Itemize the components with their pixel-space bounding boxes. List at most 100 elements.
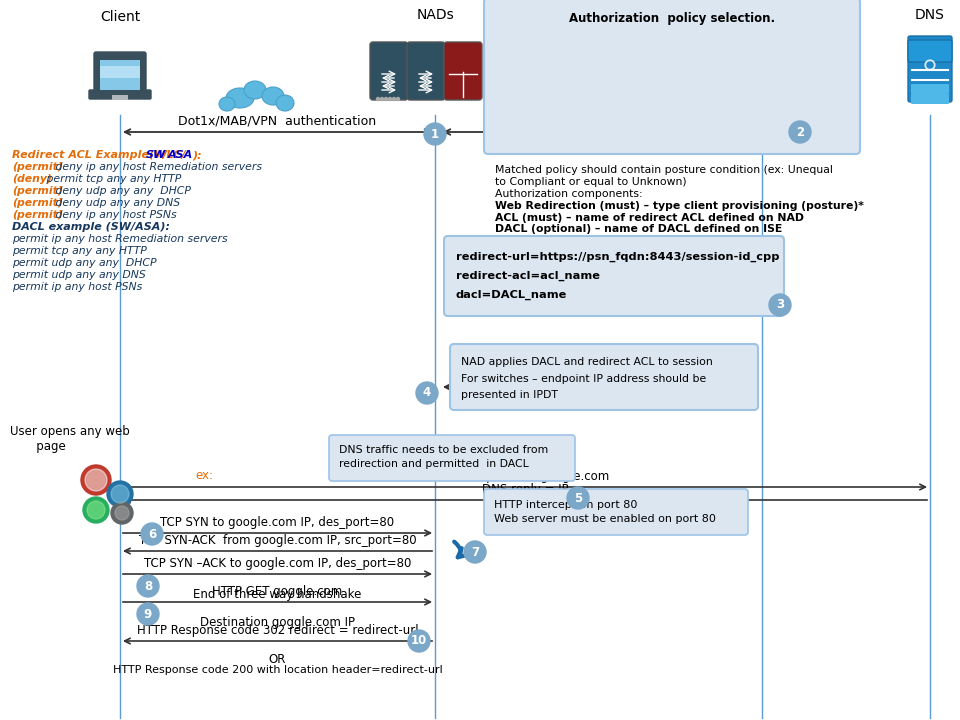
Circle shape <box>115 506 129 520</box>
Text: ASA: ASA <box>168 150 193 160</box>
Ellipse shape <box>262 87 284 105</box>
Text: DACL (optional) – name of DACL defined on ISE: DACL (optional) – name of DACL defined o… <box>495 224 782 234</box>
Text: Dot1x/MAB/VPN  authentication: Dot1x/MAB/VPN authentication <box>179 115 376 128</box>
Circle shape <box>137 575 159 597</box>
Text: TCP SYN-ACK  from google.com IP, src_port=80: TCP SYN-ACK from google.com IP, src_port… <box>138 534 417 547</box>
Text: permit ip any host PSNs: permit ip any host PSNs <box>12 282 142 292</box>
FancyBboxPatch shape <box>727 37 797 105</box>
FancyBboxPatch shape <box>94 52 146 94</box>
Text: Access-Accept: Access-Accept <box>559 288 649 301</box>
FancyBboxPatch shape <box>449 62 477 82</box>
FancyBboxPatch shape <box>908 40 952 62</box>
FancyBboxPatch shape <box>407 42 445 100</box>
FancyBboxPatch shape <box>329 435 575 481</box>
Text: (deny): (deny) <box>12 174 52 184</box>
Text: HTTP Response code 302 redirect = redirect-url: HTTP Response code 302 redirect = redire… <box>136 624 419 637</box>
Text: DNS reply = IP: DNS reply = IP <box>482 483 568 496</box>
Circle shape <box>389 97 392 101</box>
FancyBboxPatch shape <box>484 489 748 535</box>
Ellipse shape <box>569 88 597 108</box>
Circle shape <box>81 465 111 495</box>
Circle shape <box>567 487 589 509</box>
Text: 4: 4 <box>422 387 431 400</box>
Text: HTTP GET goggle.com: HTTP GET goggle.com <box>212 585 343 598</box>
Text: redirection and permitted  in DACL: redirection and permitted in DACL <box>339 459 529 469</box>
Text: DACL example (SW/ASA):: DACL example (SW/ASA): <box>12 222 170 232</box>
Ellipse shape <box>605 87 627 105</box>
FancyBboxPatch shape <box>100 60 140 90</box>
Text: Web server must be enabled on port 80: Web server must be enabled on port 80 <box>494 514 716 524</box>
Circle shape <box>85 469 107 491</box>
Text: End of three way handshake: End of three way handshake <box>193 588 362 601</box>
FancyBboxPatch shape <box>444 42 482 100</box>
Text: TCP SYN to google.com IP, des_port=80: TCP SYN to google.com IP, des_port=80 <box>160 516 395 529</box>
Text: permit ip any host Remediation servers: permit ip any host Remediation servers <box>12 234 228 244</box>
Text: 1: 1 <box>431 127 439 140</box>
FancyBboxPatch shape <box>908 36 952 102</box>
Text: to Compliant or equal to Unknown): to Compliant or equal to Unknown) <box>495 177 686 187</box>
Ellipse shape <box>226 88 254 108</box>
Ellipse shape <box>244 81 266 99</box>
FancyBboxPatch shape <box>450 344 758 410</box>
Text: deny ip any host PSNs: deny ip any host PSNs <box>53 210 177 220</box>
Text: User opens any web
       page: User opens any web page <box>10 425 130 453</box>
Circle shape <box>789 121 811 143</box>
FancyBboxPatch shape <box>911 94 949 104</box>
Text: SW: SW <box>146 150 166 160</box>
Text: dacl=DACL_name: dacl=DACL_name <box>456 290 567 300</box>
Circle shape <box>769 294 791 316</box>
Ellipse shape <box>562 97 578 111</box>
Ellipse shape <box>276 95 294 111</box>
Text: DNS request ex: google.com: DNS request ex: google.com <box>441 470 610 483</box>
Text: OR: OR <box>269 653 286 666</box>
Text: Radius Authentication: Radius Authentication <box>532 115 670 128</box>
Circle shape <box>83 497 109 523</box>
Text: presented in IPDT: presented in IPDT <box>461 390 558 400</box>
FancyBboxPatch shape <box>112 95 128 100</box>
Text: permit tcp any any HTTP: permit tcp any any HTTP <box>43 174 181 184</box>
Text: For switches – endpoint IP address should be: For switches – endpoint IP address shoul… <box>461 374 707 384</box>
Circle shape <box>927 62 933 68</box>
Text: (permit): (permit) <box>12 210 62 220</box>
FancyBboxPatch shape <box>89 90 151 99</box>
Circle shape <box>137 603 159 625</box>
Text: Authorization components:: Authorization components: <box>495 189 642 199</box>
Circle shape <box>385 97 388 101</box>
Circle shape <box>424 123 446 145</box>
FancyBboxPatch shape <box>444 236 784 316</box>
FancyBboxPatch shape <box>370 42 408 100</box>
Text: HTTP intercept on port 80: HTTP intercept on port 80 <box>494 500 637 510</box>
Text: (permit): (permit) <box>12 198 62 208</box>
Circle shape <box>111 502 133 524</box>
Circle shape <box>111 485 129 503</box>
Text: Client: Client <box>100 10 140 24</box>
Circle shape <box>380 97 383 101</box>
Ellipse shape <box>219 97 235 111</box>
Text: ISE PSN: ISE PSN <box>735 8 789 22</box>
Text: Authorization  policy selection.: Authorization policy selection. <box>569 12 775 25</box>
Text: ):: ): <box>192 150 202 160</box>
Text: deny udp any any DNS: deny udp any any DNS <box>53 198 180 208</box>
Text: HTTP Response code 200 with location header=redirect-url: HTTP Response code 200 with location hea… <box>112 665 443 675</box>
Text: DNS traffic needs to be excluded from: DNS traffic needs to be excluded from <box>339 445 548 455</box>
Text: redirect-url=https://psn_fqdn:8443/session-id_cpp: redirect-url=https://psn_fqdn:8443/sessi… <box>456 252 780 262</box>
Ellipse shape <box>757 68 767 76</box>
Circle shape <box>925 60 935 70</box>
Text: (permit): (permit) <box>12 162 62 172</box>
Text: permit udp any any  DHCP: permit udp any any DHCP <box>12 258 156 268</box>
Ellipse shape <box>619 95 637 111</box>
Text: TCP SYN –ACK to google.com IP, des_port=80: TCP SYN –ACK to google.com IP, des_port=… <box>144 557 411 570</box>
Text: Web Redirection (must) – type client provisioning (posture)*: Web Redirection (must) – type client pro… <box>495 201 864 211</box>
Circle shape <box>408 630 430 652</box>
Text: deny udp any any  DHCP: deny udp any any DHCP <box>53 186 191 196</box>
Text: /: / <box>162 150 166 160</box>
Text: 9: 9 <box>144 608 152 621</box>
Circle shape <box>464 541 486 563</box>
Text: Matched policy should contain posture condition (ex: Unequal: Matched policy should contain posture co… <box>495 165 833 175</box>
Text: 10: 10 <box>411 634 427 647</box>
Text: deny ip any host Remediation servers: deny ip any host Remediation servers <box>53 162 262 172</box>
Text: DNS: DNS <box>915 8 945 22</box>
Text: permit tcp any any HTTP: permit tcp any any HTTP <box>12 246 147 256</box>
Text: Redirect ACL Example(WLC/: Redirect ACL Example(WLC/ <box>12 150 185 160</box>
FancyBboxPatch shape <box>911 84 949 94</box>
